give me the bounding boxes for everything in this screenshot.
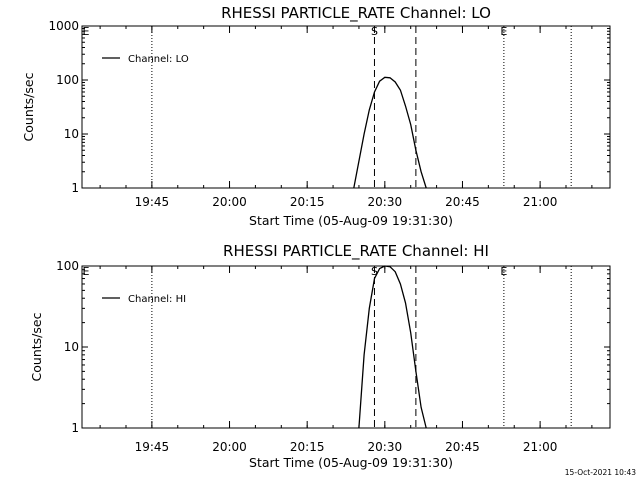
x-tick-label: 20:30: [368, 195, 403, 209]
panel-lo: RHESSI PARTICLE_RATE Channel: LO 1 10 100 10…: [21, 4, 611, 228]
y-tick-label: 1000: [48, 19, 79, 33]
x-axis-label: Start Time (05-Aug-09 19:31:30): [249, 213, 453, 228]
plot-frame: [81, 265, 611, 429]
y-tick-label: 1: [71, 421, 79, 435]
x-tick-label: 21:00: [523, 440, 558, 454]
x-tick-label: 20:15: [290, 440, 325, 454]
y-tick-label: 100: [56, 259, 79, 273]
series-line: [353, 76, 427, 189]
timestamp-footer: 15-Oct-2021 10:43: [565, 468, 636, 477]
y-axis-label: Counts/sec: [29, 312, 44, 381]
y-tick-label: 100: [56, 73, 79, 87]
y-axis-label: Counts/sec: [21, 72, 36, 141]
x-axis-label: Start Time (05-Aug-09 19:31:30): [249, 455, 453, 470]
corner-marker-label: E: [83, 265, 90, 278]
y-tick-label: 1: [71, 181, 79, 195]
legend-entry: Channel: LO: [128, 54, 189, 65]
x-tick-label: 20:00: [212, 440, 247, 454]
chart-title: RHESSI PARTICLE_RATE Channel: HI: [223, 242, 489, 261]
event-marker-label: S: [371, 25, 378, 38]
x-tick-label: 19:45: [135, 195, 170, 209]
y-tick-label: 10: [64, 127, 79, 141]
x-tick-label: 20:45: [445, 195, 480, 209]
chart-title: RHESSI PARTICLE_RATE Channel: LO: [221, 4, 491, 23]
corner-marker-label: E: [83, 25, 90, 38]
x-tick-label: 19:45: [135, 440, 170, 454]
event-marker-label: E: [500, 265, 507, 278]
event-marker-label: S: [371, 265, 378, 278]
legend-entry: Channel: HI: [128, 294, 186, 305]
panel-hi: RHESSI PARTICLE_RATE Channel: HI 1 10 100 19…: [29, 242, 611, 470]
plot-frame: [81, 25, 611, 189]
x-tick-label: 20:45: [445, 440, 480, 454]
x-tick-label: 20:30: [368, 440, 403, 454]
x-tick-label: 20:15: [290, 195, 325, 209]
series-line: [358, 265, 427, 429]
y-tick-label: 10: [64, 340, 79, 354]
event-marker-label: E: [500, 25, 507, 38]
x-tick-label: 20:00: [212, 195, 247, 209]
x-tick-label: 21:00: [523, 195, 558, 209]
